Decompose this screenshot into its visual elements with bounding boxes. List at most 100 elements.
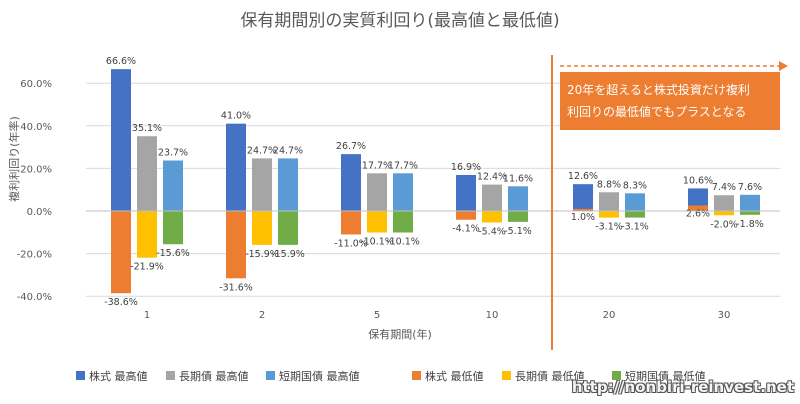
bar [688, 188, 708, 211]
data-label: 7.6% [738, 182, 762, 193]
bar [508, 186, 528, 211]
data-label: 12.6% [568, 171, 598, 182]
legend-swatch [266, 371, 275, 380]
annotation-text: 利回りの最低値でもプラスとなる [567, 104, 746, 119]
legend-swatch [166, 371, 175, 380]
bar [226, 123, 246, 211]
legend-label: 株式 最高値 [89, 369, 148, 383]
bar [137, 136, 157, 211]
data-label: 11.6% [503, 173, 533, 184]
bar [252, 158, 272, 211]
x-tick-label: 10 [486, 310, 499, 321]
bar [625, 211, 645, 218]
data-label: 17.7% [388, 160, 418, 171]
bar [740, 211, 760, 215]
data-label: -4.1% [452, 224, 480, 235]
legend-label: 短期国債 最高値 [279, 369, 360, 383]
data-label: 35.1% [132, 123, 162, 134]
y-tick-label: 20.0% [20, 164, 52, 175]
x-tick-label: 2 [259, 310, 265, 321]
data-label: -11.0% [334, 238, 368, 249]
bar [714, 211, 734, 216]
bar [163, 211, 183, 245]
x-tick-label: 20 [603, 310, 616, 321]
x-tick-label: 5 [374, 310, 380, 321]
data-label: 66.6% [106, 56, 136, 67]
data-label: 1.0% [571, 212, 595, 223]
bar [341, 211, 361, 235]
data-label: 41.0% [221, 111, 251, 122]
chart-title: 保有期間別の実質利回り(最高値と最低値) [240, 11, 559, 31]
data-label: -5.4% [478, 227, 506, 238]
data-label: 10.6% [683, 175, 713, 186]
bar [393, 173, 413, 211]
legend-swatch [612, 371, 621, 380]
bar [573, 184, 593, 211]
data-label: 24.7% [273, 145, 303, 156]
data-label: -3.1% [595, 222, 623, 233]
bar [714, 195, 734, 211]
data-label: 23.7% [158, 148, 188, 159]
legend-label: 長期債 最高値 [179, 369, 249, 383]
bar [111, 69, 131, 211]
x-axis-label: 保有期間(年) [368, 327, 432, 341]
bar [393, 211, 413, 233]
data-label: -15.9% [245, 249, 279, 260]
data-label: -10.1% [386, 237, 420, 248]
data-label: 7.4% [712, 182, 736, 193]
y-tick-label: 40.0% [20, 122, 52, 133]
data-label: 16.9% [451, 162, 481, 173]
data-label: -21.9% [130, 262, 164, 273]
bar [508, 211, 528, 222]
bar [573, 208, 593, 211]
x-tick-label: 30 [718, 310, 731, 321]
data-label: 24.7% [247, 145, 277, 156]
y-tick-label: -20.0% [17, 250, 52, 261]
y-tick-label: 0.0% [27, 207, 52, 218]
x-tick-label: 1 [144, 310, 150, 321]
bar [252, 211, 272, 245]
bar [367, 173, 387, 211]
legend-swatch [412, 371, 421, 380]
bar [599, 211, 619, 218]
bar [625, 193, 645, 211]
legend-swatch [76, 371, 85, 380]
data-label: 17.7% [362, 160, 392, 171]
bar [226, 211, 246, 279]
bar [278, 211, 298, 245]
annotation-box [560, 72, 780, 130]
data-label: -15.6% [156, 248, 190, 259]
bar [456, 211, 476, 220]
legend-label: 長期債 最低値 [515, 369, 585, 383]
data-label: 12.4% [477, 172, 507, 183]
bar [341, 154, 361, 211]
y-tick-label: -40.0% [17, 292, 52, 303]
data-label: -1.8% [736, 219, 764, 230]
data-label: -3.1% [621, 222, 649, 233]
bar [740, 194, 760, 211]
bar [163, 160, 183, 211]
data-label: 8.3% [623, 180, 647, 191]
bar [482, 184, 502, 211]
bar [482, 211, 502, 223]
annotation-arrow-head [779, 61, 788, 71]
bar [111, 211, 131, 294]
data-label: -10.1% [360, 237, 394, 248]
legend-label: 短期国債 最低値 [625, 369, 706, 383]
data-label: -38.6% [104, 297, 138, 308]
bar [456, 175, 476, 211]
legend-label: 株式 最低値 [425, 369, 484, 383]
bar [278, 158, 298, 211]
bar [688, 205, 708, 211]
data-label: 2.6% [686, 208, 710, 219]
legend-swatch [502, 371, 511, 380]
watermark-url: http://nonbiri-reinvest.net [571, 378, 794, 396]
data-label: -5.1% [504, 226, 532, 237]
bar [137, 211, 157, 258]
data-label: 26.7% [336, 141, 366, 152]
bar [599, 192, 619, 211]
bar [367, 211, 387, 233]
data-label: 8.8% [597, 179, 621, 190]
